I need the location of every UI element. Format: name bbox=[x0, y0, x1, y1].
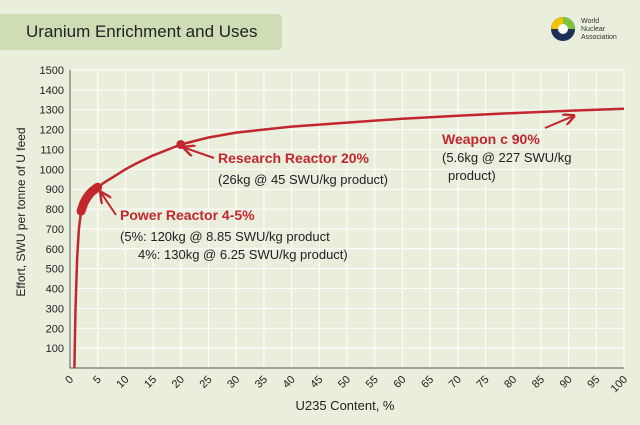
y-tick-label: 700 bbox=[46, 224, 64, 236]
y-tick-label: 1300 bbox=[40, 105, 64, 117]
x-tick-label: 30 bbox=[225, 374, 242, 391]
x-tick-label: 25 bbox=[197, 374, 214, 391]
x-tick-label: 0 bbox=[63, 374, 76, 387]
annotation-arrow bbox=[544, 116, 574, 129]
x-tick-label: 40 bbox=[281, 374, 298, 391]
title-banner: Uranium Enrichment and Uses bbox=[0, 14, 282, 50]
y-tick-label: 300 bbox=[46, 303, 64, 315]
y-tick-label: 1000 bbox=[40, 164, 64, 176]
x-tick-label: 45 bbox=[308, 374, 325, 391]
y-tick-label: 1500 bbox=[40, 65, 64, 77]
annotation-title: Power Reactor 4-5% bbox=[120, 207, 255, 223]
y-tick-label: 600 bbox=[46, 244, 64, 256]
logo-text: World Nuclear Association bbox=[581, 18, 633, 42]
x-tick-label: 80 bbox=[502, 374, 519, 391]
x-tick-label: 50 bbox=[336, 374, 353, 391]
globe-icon bbox=[551, 17, 575, 41]
x-tick-label: 85 bbox=[530, 374, 547, 391]
power-reactor-range bbox=[76, 182, 103, 216]
annotation-title: Weapon c 90% bbox=[442, 131, 540, 147]
annotation-line: 4%: 130kg @ 6.25 SWU/kg product) bbox=[138, 247, 348, 262]
y-tick-label: 200 bbox=[46, 323, 64, 335]
y-tick-label: 100 bbox=[46, 343, 64, 355]
annotation-line: (5.6kg @ 227 SWU/kg bbox=[442, 150, 572, 165]
x-tick-label: 65 bbox=[419, 374, 436, 391]
annotation-title: Research Reactor 20% bbox=[218, 150, 370, 166]
x-tick-label: 15 bbox=[142, 374, 159, 391]
x-tick-label: 70 bbox=[447, 374, 464, 391]
x-tick-label: 90 bbox=[558, 374, 575, 391]
annotation-line: (5%: 120kg @ 8.85 SWU/kg product bbox=[120, 229, 330, 244]
grid bbox=[69, 69, 625, 368]
logo-line-2: Nuclear bbox=[581, 26, 606, 33]
annotations: Research Reactor 20% (26kg @ 45 SWU/kg pr… bbox=[101, 116, 574, 262]
x-tick-label: 35 bbox=[253, 374, 270, 391]
chart-title: Uranium Enrichment and Uses bbox=[26, 22, 258, 41]
annotation-arrow bbox=[101, 192, 117, 216]
y-tick-label: 900 bbox=[46, 184, 64, 196]
y-tick-label: 1100 bbox=[40, 144, 64, 156]
y-tick-label: 1200 bbox=[40, 125, 64, 137]
y-tick-label: 1400 bbox=[40, 85, 64, 97]
x-tick-label: 20 bbox=[170, 374, 187, 391]
x-tick-label: 60 bbox=[391, 374, 408, 391]
axes: 0 5 10 15 20 25 30 35 40 45 50 55 60 65 70 75 80 85 90 95 10… bbox=[40, 65, 631, 395]
y-tick-label: 500 bbox=[46, 264, 64, 276]
x-tick-label: 55 bbox=[364, 374, 381, 391]
annotation-arrow bbox=[184, 148, 215, 159]
x-tick-label: 10 bbox=[114, 374, 131, 391]
logo-line-1: World bbox=[581, 18, 600, 25]
y-tick-label: 400 bbox=[46, 284, 64, 296]
y-tick-label: 800 bbox=[46, 204, 64, 216]
world-nuclear-association-logo: World Nuclear Association bbox=[548, 14, 632, 50]
annotation-line: product) bbox=[448, 168, 496, 183]
y-axis-label: Effort, SWU per tonne of U feed bbox=[14, 127, 28, 296]
x-tick-label: 95 bbox=[585, 374, 602, 391]
x-tick-label: 75 bbox=[474, 374, 491, 391]
annotation-line: (26kg @ 45 SWU/kg product) bbox=[218, 172, 388, 187]
x-tick-label: 100 bbox=[609, 374, 630, 395]
logo-line-3: Association bbox=[581, 34, 617, 41]
x-axis-label: U235 Content, % bbox=[295, 398, 394, 413]
x-tick-label: 5 bbox=[91, 374, 104, 387]
